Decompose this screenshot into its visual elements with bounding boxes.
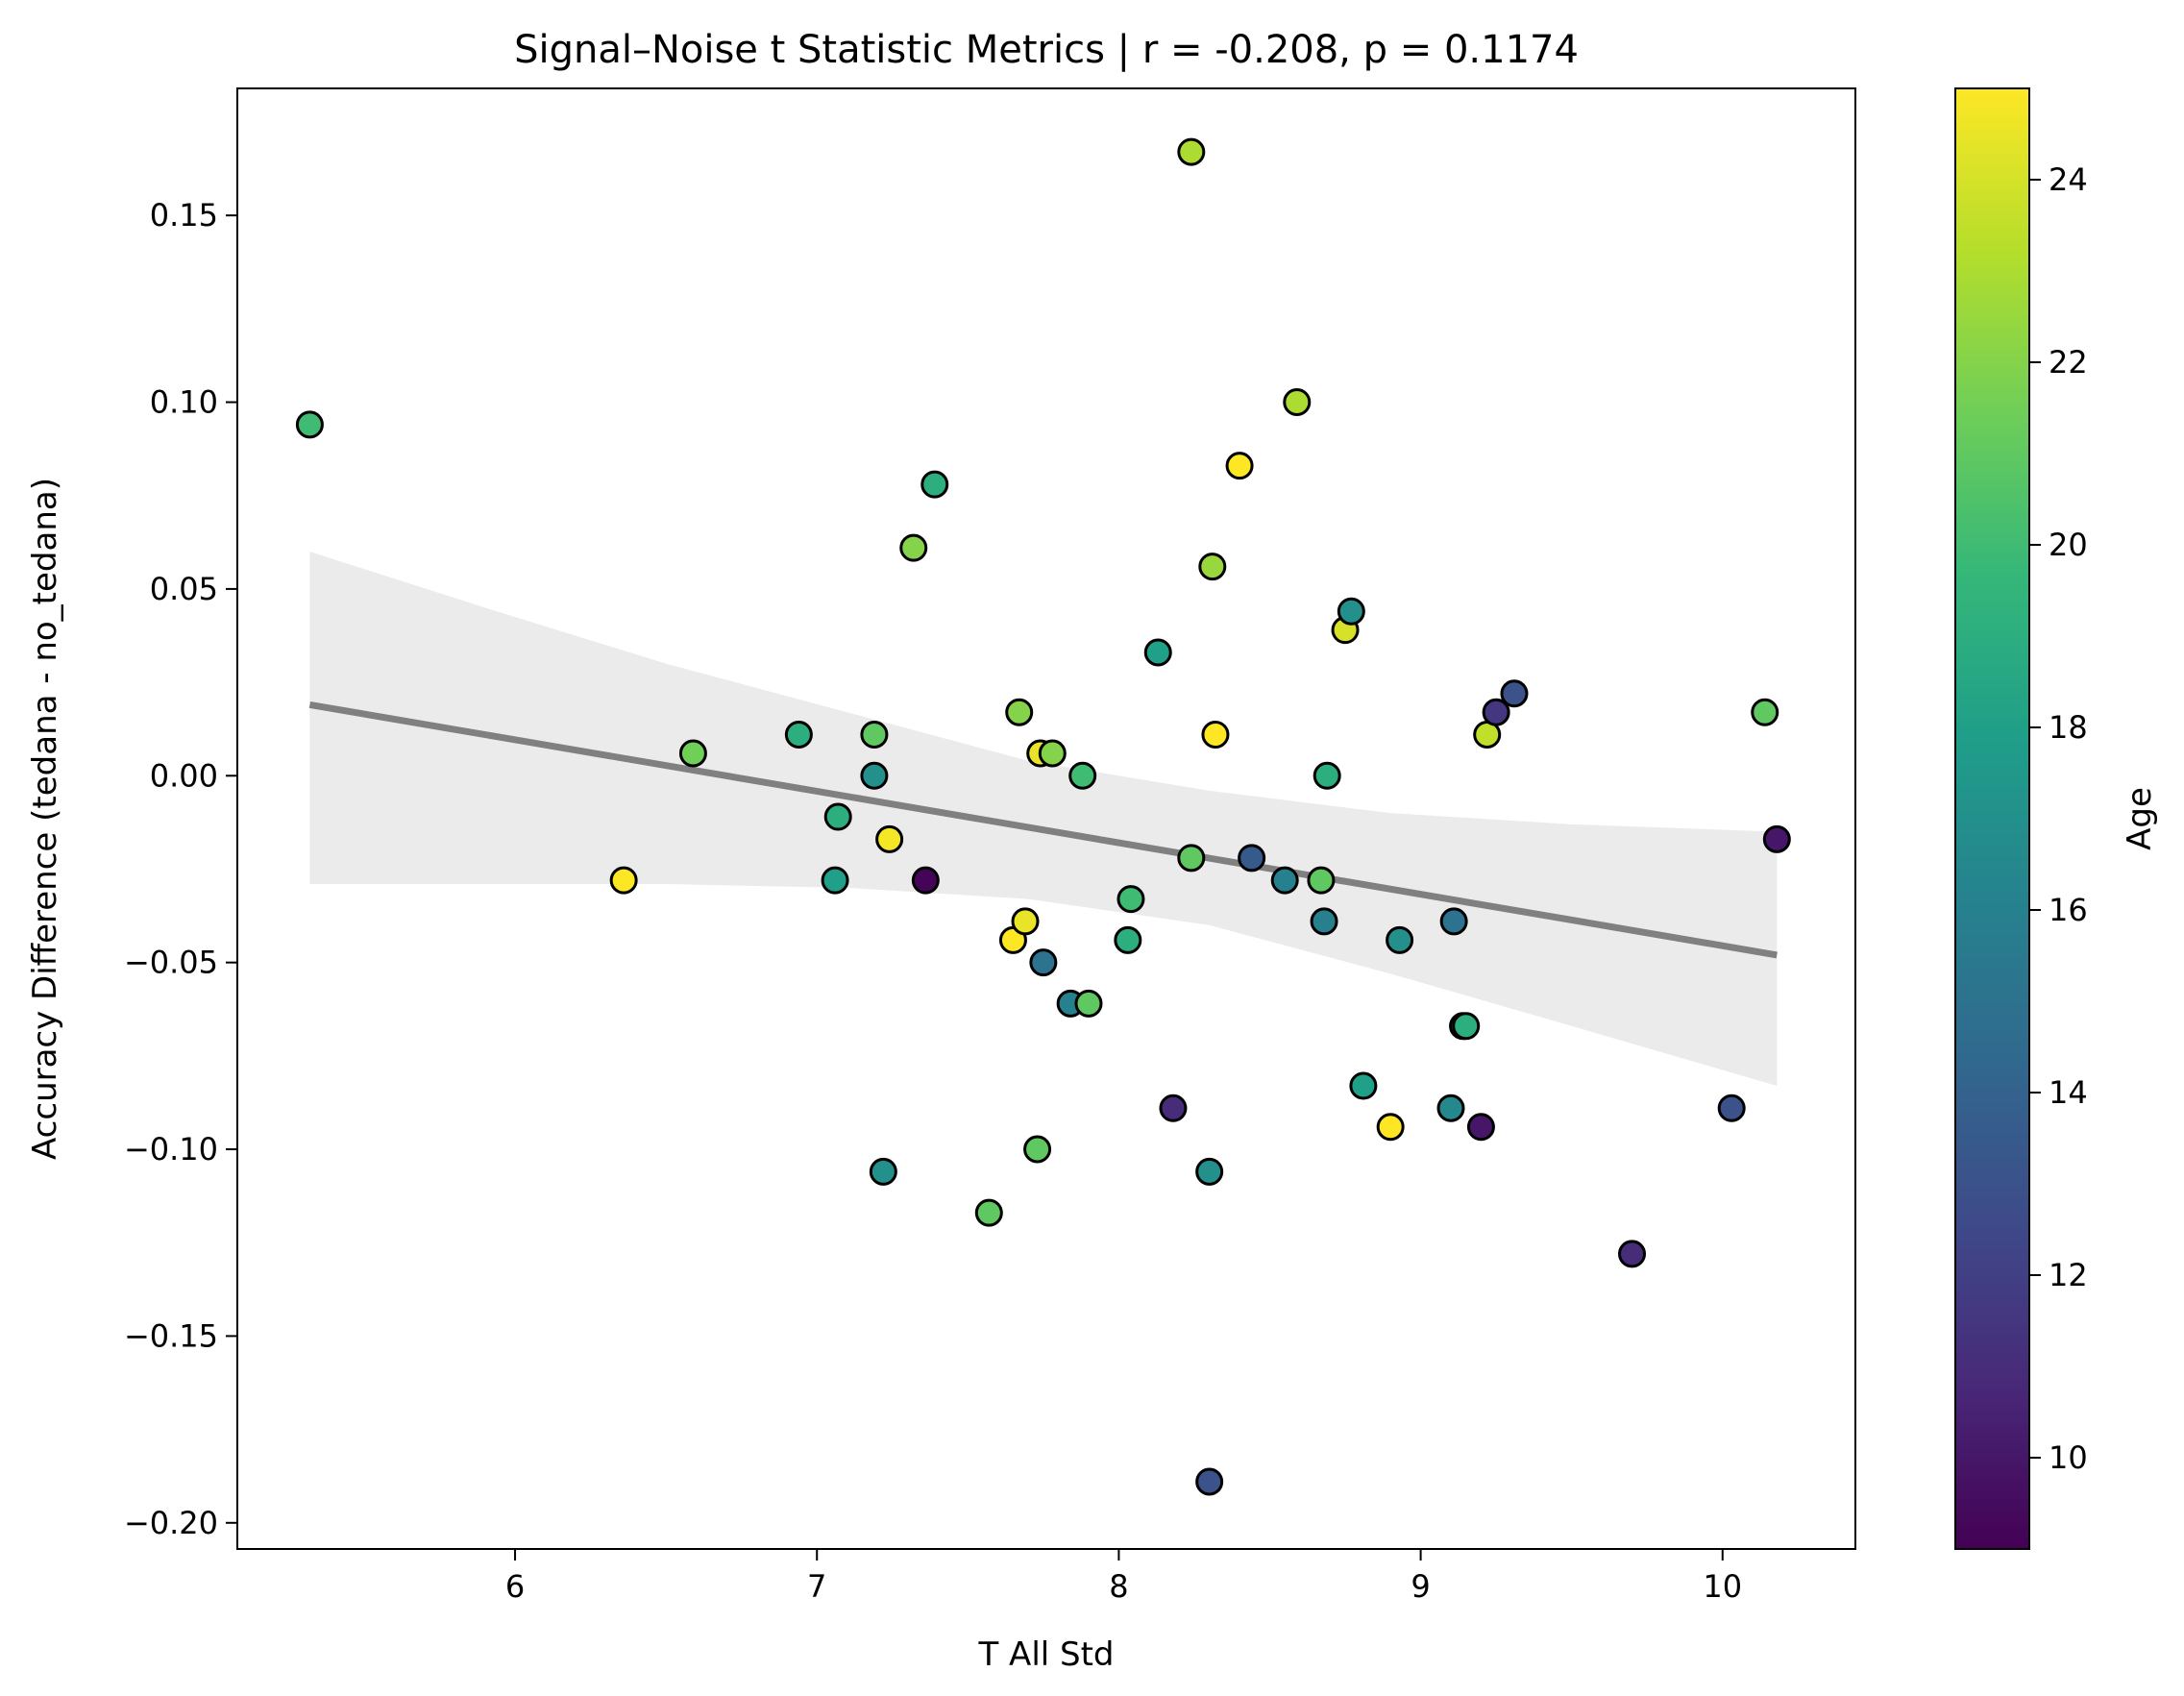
colorbar-tick-label: 12 [2049,1257,2088,1293]
data-point [899,533,928,562]
data-point [1452,1012,1481,1041]
x-tick-label: 6 [505,1568,525,1605]
colorbar-tick-label: 16 [2049,892,2088,928]
data-point [1177,844,1206,873]
data-point [860,721,889,750]
data-point [1117,885,1145,914]
x-tick-label: 7 [807,1568,826,1605]
data-point [1177,137,1206,166]
data-point [1466,1113,1495,1142]
y-tick-label: 0.10 [150,384,218,421]
colorbar-tick-label: 14 [2049,1074,2088,1111]
colorbar-tick-label: 22 [2049,344,2088,381]
data-point [1005,698,1034,726]
data-point [609,866,638,895]
data-point [295,410,324,439]
data-point [1159,1094,1188,1122]
colorbar: 10 12 14 16 18 20 22 24 Age [1954,87,2159,1550]
data-point [1198,553,1227,581]
data-point [1201,721,1230,750]
colorbar-tick-label: 18 [2049,709,2088,746]
data-point [1500,679,1529,708]
plot-area: 6 7 8 9 10 −0.20 −0.15 −0.10 −0.05 0.00 0.05 0.10 0… [124,87,1856,1605]
data-point [1068,761,1097,790]
y-tick-label: 0.15 [150,197,218,234]
colorbar-tick-label: 20 [2049,527,2088,563]
x-tick-label: 9 [1411,1568,1430,1605]
data-point [1337,597,1365,626]
data-point [875,824,904,853]
data-point [1762,824,1791,853]
data-point [1195,1467,1224,1496]
data-point [1143,638,1172,667]
colorbar-frame [1954,87,2030,1550]
x-tick-label: 10 [1703,1568,1742,1605]
data-point [1751,698,1779,726]
y-axis-label: Accuracy Difference (tedana - no_tedana) [26,478,64,1160]
data-point [821,866,849,895]
data-point [1023,1135,1052,1164]
data-point [869,1157,897,1186]
data-point [1283,388,1312,417]
data-point [1313,761,1341,790]
data-point [1011,907,1040,936]
data-point [1618,1240,1647,1268]
data-point [860,761,889,790]
y-tick-label: −0.15 [124,1317,218,1354]
regression-line [308,701,1778,959]
data-point [1114,925,1142,954]
data-point [1386,925,1414,954]
colorbar-tick-label: 10 [2049,1439,2088,1476]
y-tick-label: −0.05 [124,945,218,981]
data-point [1376,1113,1405,1142]
data-point [823,802,852,831]
data-point [1717,1094,1746,1122]
data-point [1038,739,1067,768]
colorbar-label: Age [2121,787,2159,850]
colorbar-tick-label: 24 [2049,161,2088,198]
chart-title: Signal–Noise t Statistic Metrics | r = -… [514,28,1579,72]
data-point [1225,452,1254,480]
confidence-band [309,552,1778,1086]
data-point [1439,907,1468,936]
y-tick-label: −0.10 [124,1131,218,1168]
colorbar-gradient [1955,88,2029,1549]
y-tick-label: −0.20 [124,1505,218,1541]
data-point [1074,989,1103,1018]
data-point [678,739,707,768]
data-point [1310,907,1338,936]
data-point [1482,698,1510,726]
data-point [1307,866,1336,895]
data-point [1436,1094,1465,1122]
y-tick-label: 0.05 [150,571,218,607]
data-point [1029,948,1058,977]
data-point [1270,866,1299,895]
y-tick-label: 0.00 [150,757,218,794]
data-point [920,470,949,499]
data-point [1195,1157,1224,1186]
data-point [974,1198,1003,1227]
data-point [1349,1071,1378,1100]
x-axis-label: T All Std [977,1635,1114,1674]
data-point [784,721,813,750]
plot-frame [236,87,1856,1550]
data-point [1238,844,1266,873]
x-tick-label: 8 [1109,1568,1128,1605]
data-point [911,866,940,895]
